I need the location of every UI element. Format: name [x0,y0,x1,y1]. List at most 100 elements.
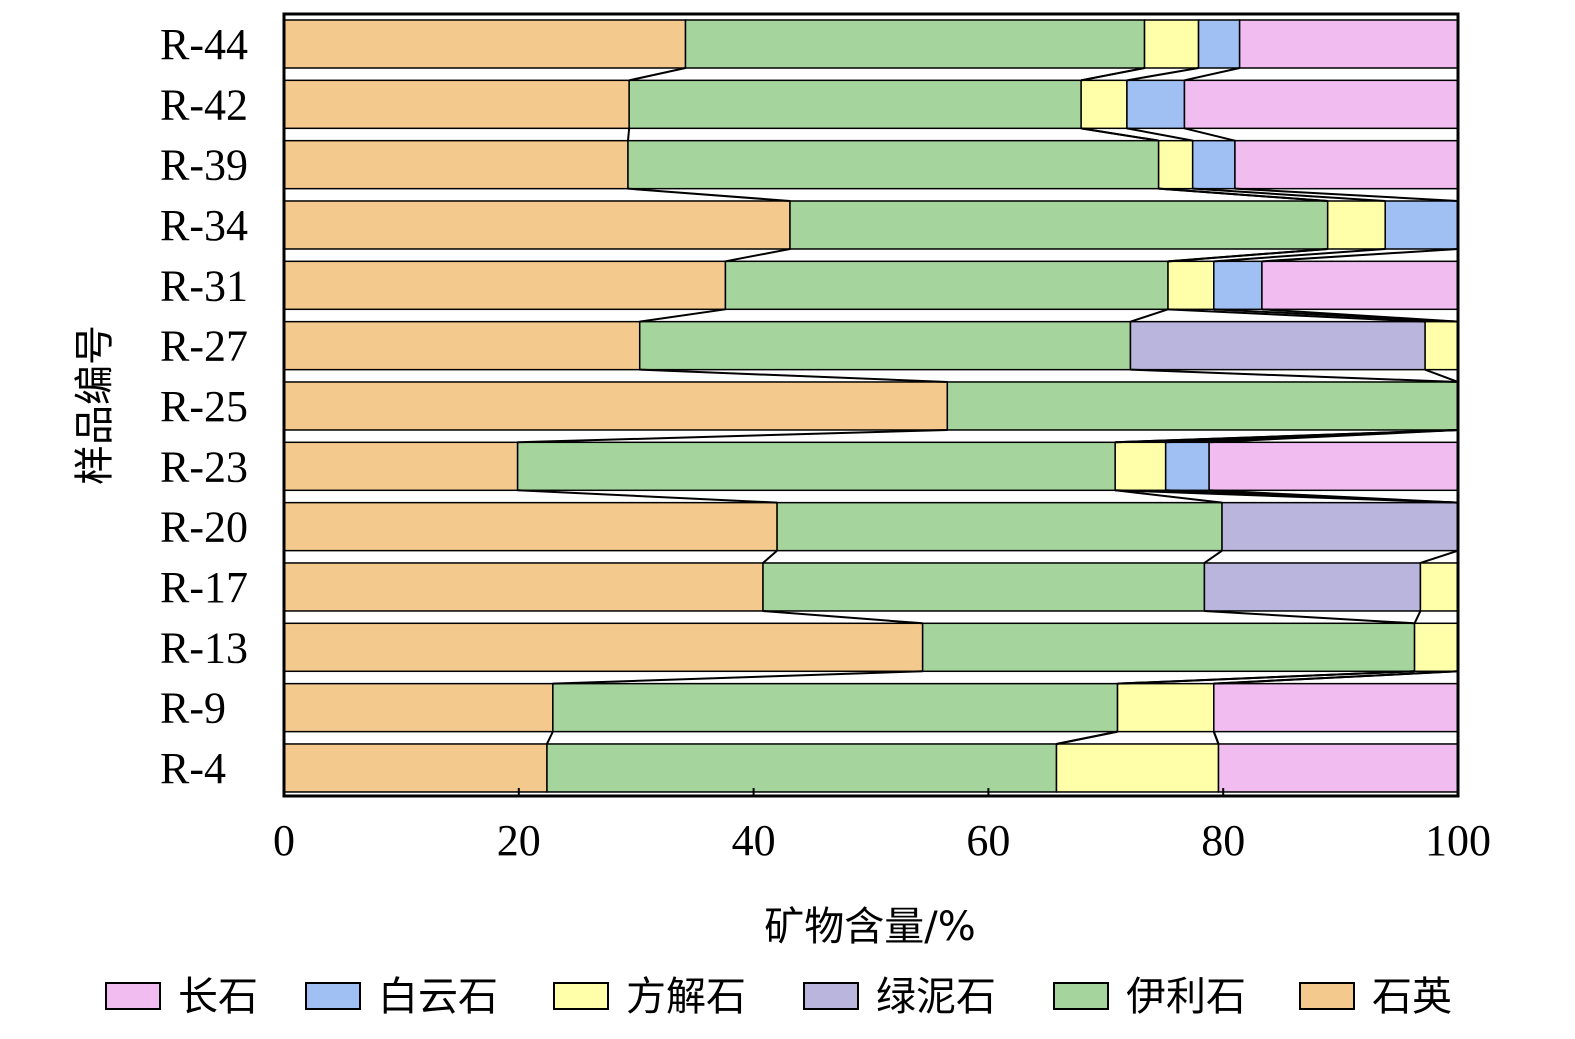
bar-segment [946,381,1459,431]
series-line [1117,670,1415,685]
bar-segment [283,682,554,733]
y-tick-label: R-44 [160,20,248,69]
series-line [1192,187,1386,202]
bar-segment [283,743,548,793]
bar-segment [638,320,1132,371]
bar-segment [684,19,1146,69]
x-axis: 0 20 40 60 80 100 [273,788,1491,865]
bar-segment [552,682,1119,733]
y-tick-label: R-4 [160,744,226,793]
bar-segment [283,381,949,431]
series-line [1209,489,1459,504]
y-tick-label: R-39 [160,141,248,190]
x-tick-label: 0 [273,816,295,865]
series-line [1413,610,1422,624]
legend-label: 白云石 [378,974,498,1020]
series-line [639,368,948,383]
legend-label: 绿泥石 [876,974,996,1020]
bar-segment [628,79,1082,130]
bar-segment [1116,682,1215,733]
y-tick-label: R-17 [160,563,248,612]
bar-segment [283,79,630,130]
x-tick-label: 80 [1201,816,1245,865]
y-tick-label: R-27 [160,322,248,371]
bar-segment [1424,320,1459,371]
legend-label: 方解石 [626,974,746,1020]
bar-segment [283,320,641,371]
legend-label: 长石 [178,974,258,1020]
bar-segment [1080,79,1128,130]
bar-segment [283,200,791,250]
bar-segment [1217,743,1459,793]
legend: 长石 白云石 方解石 绿泥石 伊利石 石英 [105,974,1452,1020]
bar-segment [1419,562,1459,612]
series-line [1203,549,1223,564]
series-line [1213,670,1459,685]
series-line [1130,368,1459,383]
bar-segment [1261,260,1459,311]
bar-segment [283,622,924,673]
bar-segment [1221,501,1459,552]
bar-segment [762,562,1206,612]
x-axis-title: 矿物含量/% [764,904,975,950]
series-line [1184,127,1236,142]
bar-segment [1208,441,1459,492]
series-line [639,308,726,323]
series-line [1213,247,1386,263]
bar-segment [1326,200,1386,250]
legend-swatch [803,982,859,1010]
series-line [1212,731,1220,745]
series-line [552,670,923,685]
series-line [1130,308,1169,323]
legend-swatch [1299,982,1355,1010]
series-line [1184,67,1240,82]
plot-frame [282,12,1460,798]
bar-segment [627,139,1160,190]
bar-segment [921,622,1416,673]
series-line [1080,67,1145,82]
series-line [762,549,778,564]
bar-segment [1197,19,1241,69]
series-line [546,731,554,745]
legend-label: 伊利石 [1126,974,1246,1020]
bar-segment [1126,79,1186,130]
x-tick-label: 40 [732,816,776,865]
y-axis: R-44 R-42 R-39 R-34 R-31 R-27 R-25 R-23 R-20 R-17… [160,20,248,793]
bar-segment [1129,320,1426,371]
y-axis-title: 样品编号 [72,325,118,485]
series-line [1209,428,1459,444]
bar-segment [776,501,1223,552]
bar-segment [1213,260,1263,311]
series-line [1420,549,1459,564]
series-line [1261,308,1459,323]
bar-segment [283,260,727,311]
y-tick-label: R-25 [160,382,248,431]
legend-swatch [553,982,609,1010]
series-line [1167,308,1426,323]
series-line [1204,609,1415,625]
x-tick-label: 100 [1425,816,1491,865]
bar-segment [1055,743,1220,793]
bar-segment [283,501,778,552]
bar-segment [1203,562,1422,612]
bar-segment [1157,139,1194,190]
legend-swatch [105,982,161,1010]
bar-segment [283,441,519,492]
bar-segment [1164,441,1210,492]
series-lines [517,67,1459,745]
bar-segment [283,139,629,190]
y-tick-label: R-31 [160,261,248,310]
bar-segment [1114,441,1167,492]
bar-segment [546,743,1058,793]
bar-segment [283,562,764,612]
series-line [1261,247,1459,263]
bar-segment [1413,622,1459,673]
x-tick-label: 20 [497,816,541,865]
series-line [517,489,778,504]
bar-segment [516,441,1116,492]
y-tick-label: R-42 [160,80,248,129]
series-line [517,428,948,444]
bar-segment [283,19,687,69]
bar-segment [1191,139,1236,190]
bar-segment [789,200,1329,250]
